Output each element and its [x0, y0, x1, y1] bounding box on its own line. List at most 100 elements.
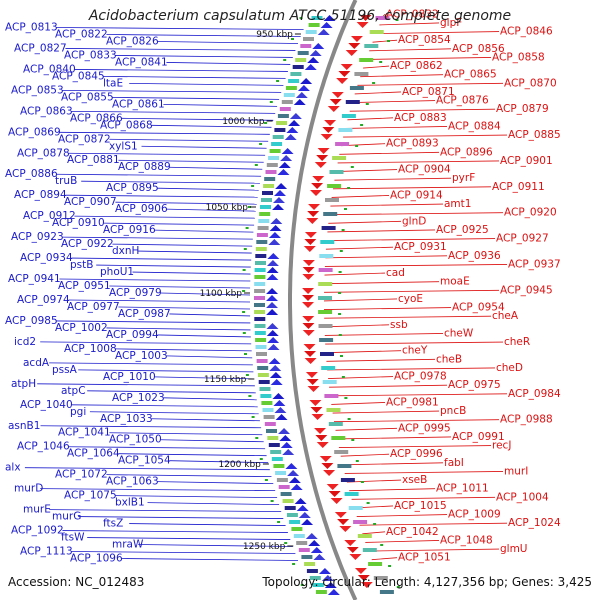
leader-line-left [78, 516, 284, 519]
gene-block-right [359, 58, 374, 62]
forward-gene-arrow [275, 414, 288, 420]
gene-label: ACP_0910 [52, 217, 105, 229]
gene-block-left [256, 233, 268, 237]
gene-block-left [291, 527, 303, 531]
leader-line-right [327, 229, 436, 233]
forward-gene-arrow [274, 407, 287, 413]
forward-gene-arrow [273, 190, 286, 196]
genome-backbone [288, 0, 358, 600]
gene-block-right [337, 464, 352, 468]
gene-label: atpH [11, 378, 36, 390]
gene-label: ACP_1008 [64, 343, 117, 355]
gene-block-left [254, 282, 266, 286]
leader-line-right [372, 39, 398, 43]
forward-gene-arrow [295, 92, 308, 98]
forward-gene-arrow [269, 365, 282, 371]
gc-tick [338, 292, 342, 294]
leader-line-right [346, 479, 402, 483]
leader-line-right [347, 117, 394, 121]
gene-block-left [311, 16, 323, 20]
forward-gene-arrow [298, 512, 311, 518]
gene-label: ACP_1042 [386, 526, 439, 538]
reverse-gene-arrow [302, 295, 315, 301]
gene-block-left [275, 471, 287, 475]
gene-block-left [298, 548, 310, 552]
leader-line-left [141, 145, 267, 149]
leader-line-right [324, 324, 390, 328]
gene-block-right [379, 590, 394, 594]
gene-block-right [324, 394, 339, 398]
leader-line-left [56, 320, 251, 324]
reverse-gene-arrow [303, 246, 316, 252]
gene-label: ACP_0987 [118, 308, 171, 320]
reverse-gene-arrow [304, 239, 317, 245]
gene-block-right [369, 30, 384, 34]
leader-line-right [335, 169, 398, 172]
gene-label: ACP_0862 [390, 60, 443, 72]
gene-label: ACP_1064 [67, 448, 120, 460]
reverse-gene-arrow [314, 162, 327, 168]
gene-label: ACP_0911 [492, 181, 545, 193]
reverse-gene-arrow [331, 92, 344, 98]
forward-gene-arrow [323, 15, 336, 21]
gene-block-left [303, 37, 314, 41]
leader-line-left [68, 299, 251, 303]
gene-label: ACP_0883 [394, 112, 447, 124]
leader-line-left [115, 55, 293, 58]
gene-block-right [327, 184, 342, 188]
reverse-gene-arrow [304, 232, 317, 238]
gene-block-left [270, 450, 282, 454]
forward-gene-arrow [278, 428, 291, 434]
gc-tick [351, 439, 355, 441]
gene-label: ftsZ [103, 518, 123, 530]
gene-block-right [334, 450, 349, 454]
gene-label: ACP_0881 [67, 154, 120, 166]
label-leader-lines [24, 14, 508, 561]
reverse-gene-arrow [302, 330, 315, 336]
gene-label: pstB [70, 259, 93, 271]
leader-line-right [337, 436, 452, 440]
gene-label: ACP_0861 [112, 98, 165, 110]
gene-block-right [362, 548, 377, 552]
gene-label: ssb [390, 319, 408, 331]
genome-title: Acidobacterium capsulatum ATCC 51196, co… [88, 8, 512, 24]
gene-block-left [295, 58, 307, 62]
leader-line-left [71, 551, 296, 554]
gene-label: glmU [500, 543, 528, 555]
leader-line-left [154, 376, 255, 380]
reverse-gene-arrow [304, 358, 317, 364]
gc-tick [291, 38, 294, 40]
leader-line-left [109, 138, 269, 142]
gene-label: ACP_0894 [14, 189, 67, 201]
gene-block-right [326, 408, 341, 412]
reverse-gene-arrow [321, 463, 334, 469]
gene-block-left [297, 51, 309, 55]
leader-line-left [74, 215, 255, 219]
gene-label: ACP_1015 [394, 500, 447, 512]
reverse-gene-arrow [305, 372, 318, 378]
gene-label: glpF [440, 17, 462, 29]
reverse-gene-arrow [302, 274, 315, 280]
gene-label: ACP_0863 [20, 105, 73, 117]
gene-block-left [312, 583, 324, 587]
gene-block-left [256, 352, 267, 356]
gc-tick [284, 542, 288, 544]
reverse-gene-arrow [315, 435, 328, 441]
gene-label: pssA [52, 364, 78, 376]
leader-line-right [349, 108, 496, 112]
leader-line-right [368, 548, 500, 552]
gc-tick [340, 355, 343, 357]
forward-gene-arrow [268, 239, 281, 245]
gene-label: ACP_0878 [17, 147, 70, 159]
reverse-gene-arrow [350, 36, 363, 42]
forward-gene-arrow [317, 29, 330, 35]
gene-block-left [276, 121, 288, 125]
gene-block-left [271, 457, 283, 461]
gc-tick [254, 164, 258, 166]
leader-line-left [157, 187, 259, 191]
gene-label: ACP_1113 [20, 546, 73, 558]
gc-tick [344, 208, 347, 210]
leader-line-right [340, 453, 390, 457]
gene-block-right [318, 296, 332, 300]
